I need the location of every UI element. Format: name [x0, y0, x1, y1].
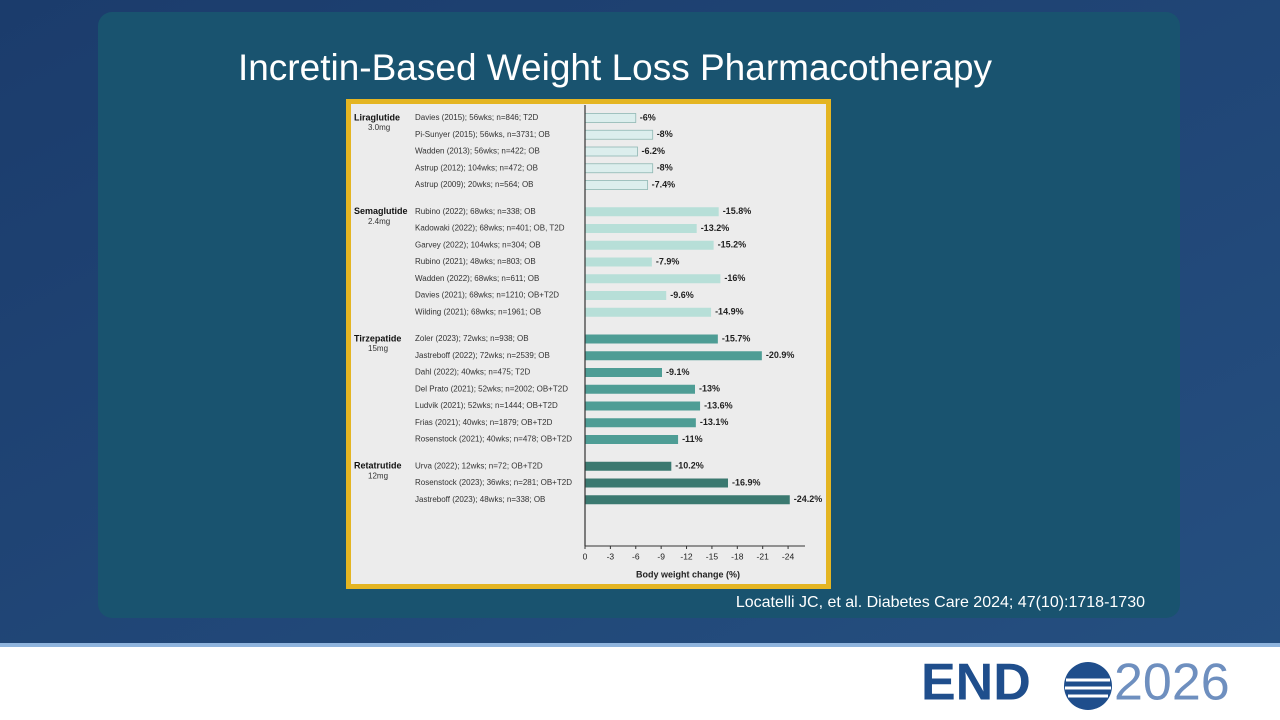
- x-tick-label: 0: [583, 551, 588, 561]
- category-label: Ludvik (2021); 52wks; n=1444; OB+T2D: [415, 401, 558, 410]
- value-label: -8%: [657, 129, 673, 139]
- x-tick-label: -9: [657, 551, 665, 561]
- value-label: -10.2%: [675, 461, 704, 471]
- value-label: -8%: [657, 163, 673, 173]
- group-dose: 15mg: [368, 344, 388, 353]
- value-label: -9.1%: [666, 367, 690, 377]
- value-label: -16.9%: [732, 477, 761, 487]
- category-label: Zoler (2023); 72wks; n=938; OB: [415, 334, 529, 343]
- bar: [585, 351, 762, 361]
- category-label: Wilding (2021); 68wks; n=1961; OB: [415, 307, 541, 316]
- value-label: -9.6%: [670, 290, 694, 300]
- category-label: Frias (2021); 40wks; n=1879; OB+T2D: [415, 418, 553, 427]
- bar: [585, 240, 714, 250]
- x-tick-label: -21: [757, 551, 770, 561]
- bar: [584, 113, 637, 123]
- slide-title: Incretin-Based Weight Loss Pharmacothera…: [238, 47, 993, 88]
- bar: [585, 257, 652, 267]
- category-label: Wadden (2013); 56wks; n=422; OB: [415, 147, 540, 156]
- category-label: Rubino (2022); 68wks; n=338; OB: [415, 207, 536, 216]
- citation: Locatelli JC, et al. Diabetes Care 2024;…: [736, 594, 1145, 611]
- bar: [585, 418, 696, 428]
- logo-left: END: [921, 654, 1031, 712]
- value-label: -13.2%: [701, 223, 730, 233]
- bar: [585, 207, 719, 217]
- category-label: Jastreboff (2022); 72wks; n=2539; OB: [415, 351, 550, 360]
- bar: [585, 224, 697, 233]
- category-label: Davies (2015); 56wks; n=846; T2D: [415, 113, 538, 122]
- group-name: Semaglutide: [354, 206, 408, 216]
- bar: [585, 291, 667, 300]
- bar: [585, 435, 679, 444]
- bar: [585, 334, 718, 344]
- category-label: Urva (2022); 12wks; n=72; OB+T2D: [415, 461, 543, 470]
- category-label: Rosenstock (2023); 36wks; n=281; OB+T2D: [415, 478, 572, 487]
- value-label: -7.4%: [652, 179, 676, 189]
- value-label: -6%: [640, 112, 656, 122]
- value-label: -7.9%: [656, 256, 680, 266]
- x-tick-label: -15: [706, 551, 719, 561]
- value-label: -11%: [682, 434, 703, 444]
- footer-rule: [0, 643, 1280, 647]
- group-name: Liraglutide: [354, 112, 400, 122]
- value-label: -15.2%: [718, 240, 747, 250]
- x-tick-label: -6: [632, 551, 640, 561]
- category-label: Garvey (2022); 104wks; n=304; OB: [415, 240, 541, 249]
- bar: [584, 180, 649, 190]
- group-dose: 12mg: [368, 471, 388, 480]
- bar: [585, 478, 728, 488]
- bar: [584, 129, 654, 140]
- group-dose: 3.0mg: [368, 123, 390, 132]
- x-tick-label: -12: [680, 551, 693, 561]
- bar: [584, 163, 654, 174]
- bar: [585, 368, 662, 377]
- value-label: -6.2%: [641, 146, 665, 156]
- value-label: -13%: [699, 384, 720, 394]
- group-name: Tirzepatide: [354, 333, 401, 343]
- value-label: -16%: [724, 273, 745, 283]
- group-dose: 2.4mg: [368, 217, 390, 226]
- category-label: Rubino (2021); 48wks; n=803; OB: [415, 257, 536, 266]
- bar: [585, 461, 672, 471]
- value-label: -13.6%: [704, 400, 733, 410]
- category-label: Dahl (2022); 40wks; n=475; T2D: [415, 368, 530, 377]
- category-label: Wadden (2022); 68wks; n=611; OB: [415, 274, 539, 283]
- bar: [585, 307, 712, 317]
- bar: [585, 274, 721, 284]
- value-label: -20.9%: [766, 350, 795, 360]
- category-label: Pi-Sunyer (2015); 56wks, n=3731; OB: [415, 130, 550, 139]
- logo-right: 2026: [1114, 654, 1230, 712]
- logo-globe: [1064, 662, 1112, 710]
- value-label: -13.1%: [700, 417, 729, 427]
- x-tick-label: -24: [782, 551, 795, 561]
- value-label: -15.8%: [723, 206, 752, 216]
- bar: [585, 495, 790, 505]
- value-label: -15.7%: [722, 333, 751, 343]
- bar: [585, 401, 701, 411]
- group-name: Retatrutide: [354, 461, 402, 471]
- x-tick-label: -3: [607, 551, 615, 561]
- category-label: Kadowaki (2022); 68wks; n=401; OB, T2D: [415, 224, 565, 233]
- bar: [585, 384, 695, 394]
- bar: [584, 146, 638, 157]
- chart-frame: [346, 99, 831, 589]
- x-tick-label: -18: [731, 551, 744, 561]
- category-label: Astrup (2009); 20wks; n=564; OB: [415, 180, 534, 189]
- category-label: Jastreboff (2023); 48wks; n=338; OB: [415, 495, 545, 504]
- value-label: -24.2%: [794, 494, 823, 504]
- category-label: Del Prato (2021); 52wks; n=2002; OB+T2D: [415, 384, 568, 393]
- category-label: Rosenstock (2021); 40wks; n=478; OB+T2D: [415, 435, 572, 444]
- value-label: -14.9%: [715, 307, 744, 317]
- x-axis-label: Body weight change (%): [636, 569, 740, 579]
- category-label: Davies (2021); 68wks; n=1210; OB+T2D: [415, 291, 559, 300]
- category-label: Astrup (2012); 104wks; n=472; OB: [415, 163, 538, 172]
